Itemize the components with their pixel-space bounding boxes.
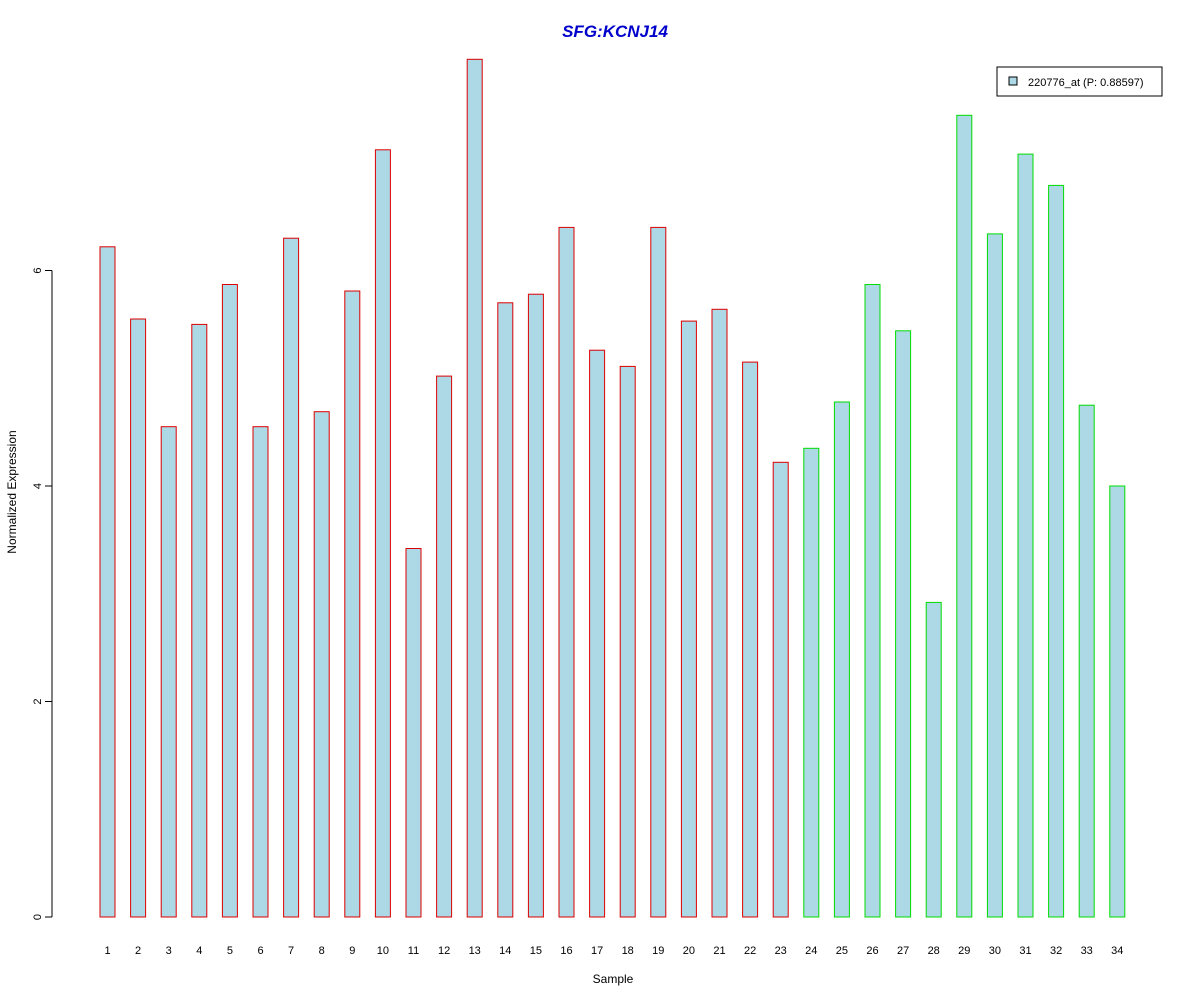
x-tick-label: 33 bbox=[1081, 945, 1093, 957]
bar bbox=[1109, 485, 1126, 918]
bar bbox=[374, 149, 391, 918]
x-tick-label: 18 bbox=[622, 945, 634, 957]
bar bbox=[711, 308, 728, 918]
x-tick-label: 19 bbox=[652, 945, 664, 957]
x-tick-label: 10 bbox=[377, 945, 389, 957]
x-tick-label: 13 bbox=[469, 945, 481, 957]
x-tick-label: 12 bbox=[438, 945, 450, 957]
x-tick-label: 4 bbox=[196, 945, 202, 957]
bar bbox=[283, 237, 300, 918]
x-tick-label: 2 bbox=[135, 945, 141, 957]
x-tick-label: 27 bbox=[897, 945, 909, 957]
bar bbox=[956, 114, 973, 918]
legend-label: 220776_at (P: 0.88597) bbox=[1028, 77, 1144, 89]
bar bbox=[833, 401, 850, 918]
bar bbox=[497, 302, 514, 918]
y-tick-label: 0 bbox=[32, 914, 44, 920]
bar bbox=[99, 246, 116, 918]
bar bbox=[589, 349, 606, 918]
y-tick-label: 4 bbox=[32, 483, 44, 489]
y-tick-label: 2 bbox=[32, 698, 44, 704]
bar bbox=[191, 323, 208, 918]
bar bbox=[925, 601, 942, 918]
bar bbox=[772, 461, 789, 918]
bars bbox=[99, 58, 1126, 918]
bar bbox=[1017, 153, 1034, 918]
y-tick-label: 6 bbox=[32, 267, 44, 273]
legend: 220776_at (P: 0.88597) bbox=[996, 66, 1163, 97]
bar bbox=[405, 548, 422, 918]
x-tick-label: 9 bbox=[349, 945, 355, 957]
bar bbox=[986, 233, 1003, 918]
bar bbox=[895, 330, 912, 918]
bar bbox=[527, 293, 544, 918]
x-tick-label: 28 bbox=[928, 945, 940, 957]
x-tick-label: 8 bbox=[319, 945, 325, 957]
bar bbox=[1048, 184, 1065, 918]
x-tick-label: 29 bbox=[958, 945, 970, 957]
x-axis-label: Sample bbox=[593, 972, 634, 986]
x-tick-label: 25 bbox=[836, 945, 848, 957]
y-axis: 0 2 4 6 bbox=[32, 267, 53, 920]
bar bbox=[221, 284, 238, 918]
x-tick-label: 14 bbox=[499, 945, 511, 957]
legend-box bbox=[996, 66, 1163, 97]
bar bbox=[650, 226, 667, 918]
x-tick-label: 34 bbox=[1111, 945, 1123, 957]
x-tick-label: 32 bbox=[1050, 945, 1062, 957]
y-axis-label: Normalized Expression bbox=[5, 430, 19, 553]
x-tick-label: 17 bbox=[591, 945, 603, 957]
x-tick-label: 3 bbox=[166, 945, 172, 957]
x-tick-label: 7 bbox=[288, 945, 294, 957]
x-tick-label: 11 bbox=[408, 945, 419, 957]
bar bbox=[252, 426, 269, 918]
bar bbox=[619, 365, 636, 918]
x-tick-label: 5 bbox=[227, 945, 233, 957]
x-tick-label: 30 bbox=[989, 945, 1001, 957]
legend-swatch bbox=[1008, 76, 1018, 86]
bar bbox=[130, 318, 147, 918]
bar bbox=[436, 375, 453, 918]
x-tick-label: 20 bbox=[683, 945, 695, 957]
bar bbox=[344, 290, 361, 918]
x-tick-label: 1 bbox=[104, 945, 110, 957]
bar bbox=[160, 426, 177, 918]
x-tick-label: 15 bbox=[530, 945, 542, 957]
bar bbox=[680, 320, 697, 918]
x-tick-label: 31 bbox=[1019, 945, 1031, 957]
bar bbox=[864, 284, 881, 918]
bar bbox=[558, 226, 575, 918]
bar bbox=[742, 361, 759, 918]
x-tick-label: 24 bbox=[805, 945, 817, 957]
x-tick-label: 21 bbox=[713, 945, 725, 957]
chart-title: SFG:KCNJ14 bbox=[562, 22, 668, 41]
x-tick-label: 23 bbox=[775, 945, 787, 957]
x-tick-label: 22 bbox=[744, 945, 756, 957]
x-tick-label: 26 bbox=[866, 945, 878, 957]
x-tick-label: 6 bbox=[257, 945, 263, 957]
bar bbox=[313, 411, 330, 918]
bar bbox=[803, 447, 820, 918]
x-tick-labels: 1 2 3 4 5 6 7 8 9 10 11 12 13 14 15 16 17 18 19 20 21 22 23 24 2… bbox=[104, 945, 1123, 957]
bar bbox=[1078, 404, 1095, 918]
bar bbox=[466, 58, 483, 918]
x-tick-label: 16 bbox=[560, 945, 572, 957]
